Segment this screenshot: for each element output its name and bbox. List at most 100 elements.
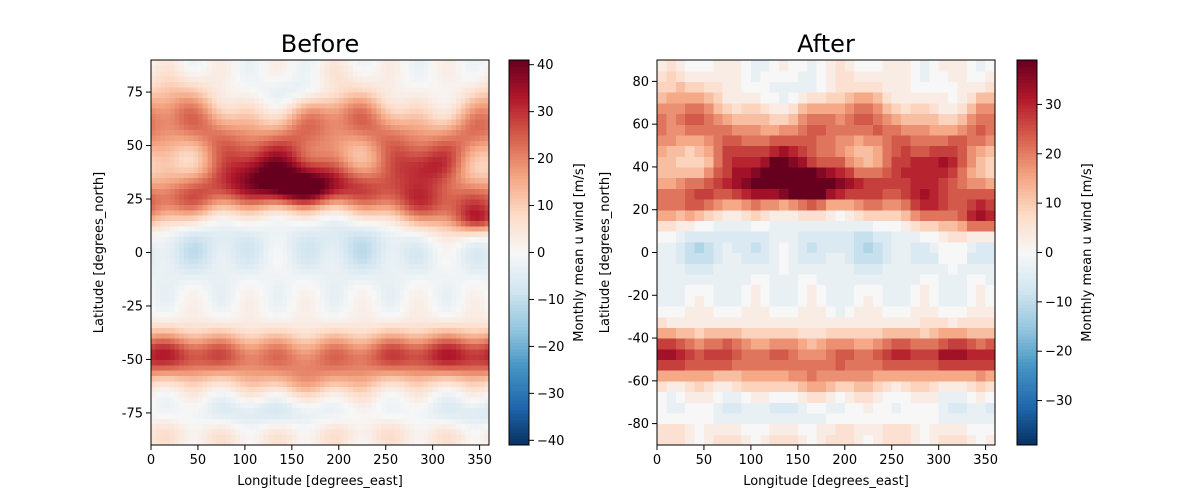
heatmap-cell — [282, 295, 288, 302]
heatmap-cell — [381, 423, 387, 430]
heatmap-cell — [305, 236, 312, 243]
heatmap-cell — [254, 236, 260, 243]
heatmap-cell — [385, 161, 392, 168]
heatmap-cell — [287, 108, 293, 115]
heatmap-cell — [188, 316, 194, 323]
heatmap-cell — [413, 108, 420, 115]
heatmap-cell — [371, 215, 377, 222]
heatmap-cell — [432, 380, 438, 387]
heatmap-cell — [160, 76, 166, 82]
heatmap-cell — [282, 322, 288, 328]
heatmap-cell — [418, 225, 424, 232]
heatmap-cell — [305, 65, 312, 72]
heatmap-cell — [357, 370, 363, 377]
heatmap-cell — [179, 412, 185, 419]
heatmap-cell — [183, 322, 190, 328]
heatmap-cell — [254, 182, 260, 189]
heatmap-cell — [268, 193, 274, 200]
heatmap-cell — [357, 225, 363, 232]
heatmap-cell — [183, 236, 190, 243]
heatmap-cell — [432, 375, 438, 382]
heatmap-cell — [395, 188, 401, 195]
heatmap-cell — [296, 193, 302, 200]
heatmap-cell — [240, 97, 246, 104]
heatmap-cell — [423, 391, 429, 398]
heatmap-cell — [155, 375, 161, 382]
heatmap-cell — [287, 177, 293, 184]
heatmap-cell — [329, 161, 335, 168]
heatmap-cell — [282, 86, 288, 93]
heatmap-cell — [451, 252, 457, 259]
heatmap-cell — [437, 199, 443, 205]
heatmap-cell — [343, 273, 349, 280]
heatmap-cell — [273, 268, 279, 275]
heatmap-cell — [188, 391, 194, 398]
heatmap-cell — [329, 166, 335, 173]
heatmap-cell — [442, 359, 448, 366]
heatmap-cell — [334, 140, 340, 147]
heatmap-cell — [291, 145, 298, 152]
heatmap-cell — [221, 182, 227, 189]
heatmap-cell — [230, 220, 237, 227]
heatmap-cell — [282, 407, 288, 414]
heatmap-cell — [451, 76, 457, 82]
heatmap-cell — [249, 166, 255, 173]
heatmap-cell — [202, 311, 208, 318]
heatmap-cell — [446, 402, 453, 409]
heatmap-cell — [404, 338, 410, 345]
heatmap-cell — [244, 343, 251, 350]
heatmap-cell — [249, 284, 255, 291]
heatmap-cell — [221, 220, 227, 227]
heatmap-cell — [155, 289, 161, 296]
heatmap-cell — [296, 412, 302, 419]
heatmap-cell — [362, 193, 368, 200]
heatmap-cell — [451, 380, 457, 387]
heatmap-cell — [240, 118, 246, 125]
heatmap-cell — [470, 364, 476, 371]
heatmap-cell — [151, 108, 157, 115]
heatmap-cell — [334, 428, 340, 435]
heatmap-cell — [268, 322, 274, 328]
heatmap-cell — [348, 402, 354, 409]
heatmap-cell — [273, 124, 279, 131]
heatmap-cell — [310, 182, 316, 189]
heatmap-cell — [212, 209, 218, 216]
heatmap-cell — [249, 247, 255, 254]
heatmap-cell — [432, 81, 438, 88]
heatmap-cell — [470, 305, 476, 312]
heatmap-cell — [296, 364, 302, 371]
heatmap-cell — [418, 60, 424, 66]
heatmap-cell — [230, 263, 237, 270]
heatmap-cell — [460, 279, 467, 286]
heatmap-cell — [320, 300, 326, 307]
heatmap-cell — [470, 199, 476, 205]
heatmap-cell — [334, 284, 340, 291]
heatmap-cell — [465, 97, 471, 104]
heatmap-cell — [320, 359, 326, 366]
heatmap-cell — [226, 289, 232, 296]
heatmap-cell — [268, 86, 274, 93]
heatmap-cell — [329, 209, 335, 216]
heatmap-cell — [183, 273, 190, 280]
heatmap-cell — [357, 300, 363, 307]
heatmap-cell — [273, 359, 279, 366]
heatmap-cell — [423, 209, 429, 216]
heatmap-cell — [395, 76, 401, 82]
heatmap-cell — [442, 380, 448, 387]
heatmap-cell — [329, 289, 335, 296]
heatmap-cell — [437, 241, 443, 248]
heatmap-cell — [310, 118, 316, 125]
heatmap-cell — [212, 220, 218, 227]
heatmap-cell — [348, 322, 354, 328]
heatmap-cell — [221, 140, 227, 147]
heatmap-cell — [151, 166, 157, 173]
heatmap-cell — [207, 209, 213, 216]
heatmap-cell — [151, 295, 157, 302]
heatmap-cell — [413, 279, 420, 286]
heatmap-cell — [282, 102, 288, 109]
heatmap-cell — [409, 199, 415, 205]
heatmap-cell — [301, 220, 307, 227]
heatmap-cell — [221, 172, 227, 179]
heatmap-cell — [277, 316, 284, 323]
heatmap-cell — [249, 391, 255, 398]
